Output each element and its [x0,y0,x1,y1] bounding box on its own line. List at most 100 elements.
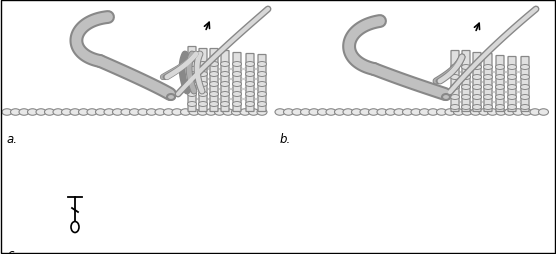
FancyBboxPatch shape [462,51,470,112]
Ellipse shape [428,109,438,116]
Ellipse shape [292,109,302,116]
FancyBboxPatch shape [188,47,196,112]
Ellipse shape [450,65,459,70]
Ellipse shape [210,72,219,77]
Ellipse shape [419,109,429,116]
Ellipse shape [530,109,540,116]
Ellipse shape [442,95,450,101]
Ellipse shape [411,109,421,116]
Ellipse shape [520,75,529,80]
Ellipse shape [232,102,241,107]
Ellipse shape [246,102,255,107]
Ellipse shape [172,109,182,116]
Ellipse shape [495,95,504,100]
Ellipse shape [326,109,336,116]
Ellipse shape [246,82,255,87]
Ellipse shape [520,95,529,100]
Ellipse shape [488,109,498,116]
Text: c.: c. [7,247,17,254]
Text: b.: b. [280,133,291,146]
Ellipse shape [240,109,250,116]
FancyBboxPatch shape [473,53,481,112]
FancyBboxPatch shape [258,55,266,112]
Ellipse shape [473,95,481,100]
Ellipse shape [495,75,504,80]
Ellipse shape [221,72,230,77]
Ellipse shape [130,109,140,116]
Text: a.: a. [7,133,18,146]
Ellipse shape [508,85,517,90]
Ellipse shape [275,109,285,116]
Ellipse shape [369,109,379,116]
Ellipse shape [11,109,21,116]
Ellipse shape [249,109,259,116]
Ellipse shape [53,109,63,116]
FancyBboxPatch shape [233,53,241,112]
Ellipse shape [504,109,514,116]
Ellipse shape [351,109,361,116]
FancyBboxPatch shape [496,56,504,112]
Ellipse shape [246,72,255,77]
Ellipse shape [495,105,504,110]
Ellipse shape [257,92,266,97]
Ellipse shape [189,109,199,116]
Ellipse shape [257,102,266,107]
Ellipse shape [343,109,353,116]
Ellipse shape [508,75,517,80]
Ellipse shape [257,109,267,116]
Ellipse shape [221,92,230,97]
Ellipse shape [495,85,504,90]
FancyBboxPatch shape [484,54,492,112]
Ellipse shape [221,62,230,67]
Ellipse shape [70,109,80,116]
Ellipse shape [513,109,523,116]
Ellipse shape [520,65,529,70]
Ellipse shape [300,109,310,116]
Ellipse shape [508,65,517,70]
Ellipse shape [461,85,470,90]
FancyBboxPatch shape [199,49,207,112]
Ellipse shape [484,105,493,110]
Ellipse shape [246,92,255,97]
Ellipse shape [2,109,12,116]
Ellipse shape [71,222,79,233]
Ellipse shape [187,102,196,107]
Ellipse shape [484,85,493,90]
Ellipse shape [223,109,233,116]
Ellipse shape [121,109,131,116]
Ellipse shape [461,95,470,100]
Ellipse shape [454,109,464,116]
Ellipse shape [496,109,506,116]
Ellipse shape [479,109,489,116]
Ellipse shape [520,105,529,110]
FancyBboxPatch shape [246,54,254,112]
Ellipse shape [181,109,191,116]
Ellipse shape [484,75,493,80]
Ellipse shape [221,102,230,107]
Ellipse shape [473,75,481,80]
Ellipse shape [210,82,219,87]
Ellipse shape [403,109,413,116]
Ellipse shape [87,109,97,116]
Ellipse shape [167,95,175,101]
Ellipse shape [163,109,173,116]
Ellipse shape [221,82,230,87]
Ellipse shape [450,105,459,110]
Ellipse shape [27,109,37,116]
Ellipse shape [232,82,241,87]
Ellipse shape [450,85,459,90]
Ellipse shape [187,82,196,87]
Ellipse shape [232,72,241,77]
Ellipse shape [232,62,241,67]
Ellipse shape [445,109,455,116]
Ellipse shape [44,109,54,116]
Ellipse shape [231,109,241,116]
Ellipse shape [246,62,255,67]
Ellipse shape [508,105,517,110]
Ellipse shape [206,109,216,116]
Ellipse shape [198,92,207,97]
Ellipse shape [36,109,46,116]
Ellipse shape [462,109,472,116]
Ellipse shape [484,95,493,100]
Ellipse shape [385,109,395,116]
